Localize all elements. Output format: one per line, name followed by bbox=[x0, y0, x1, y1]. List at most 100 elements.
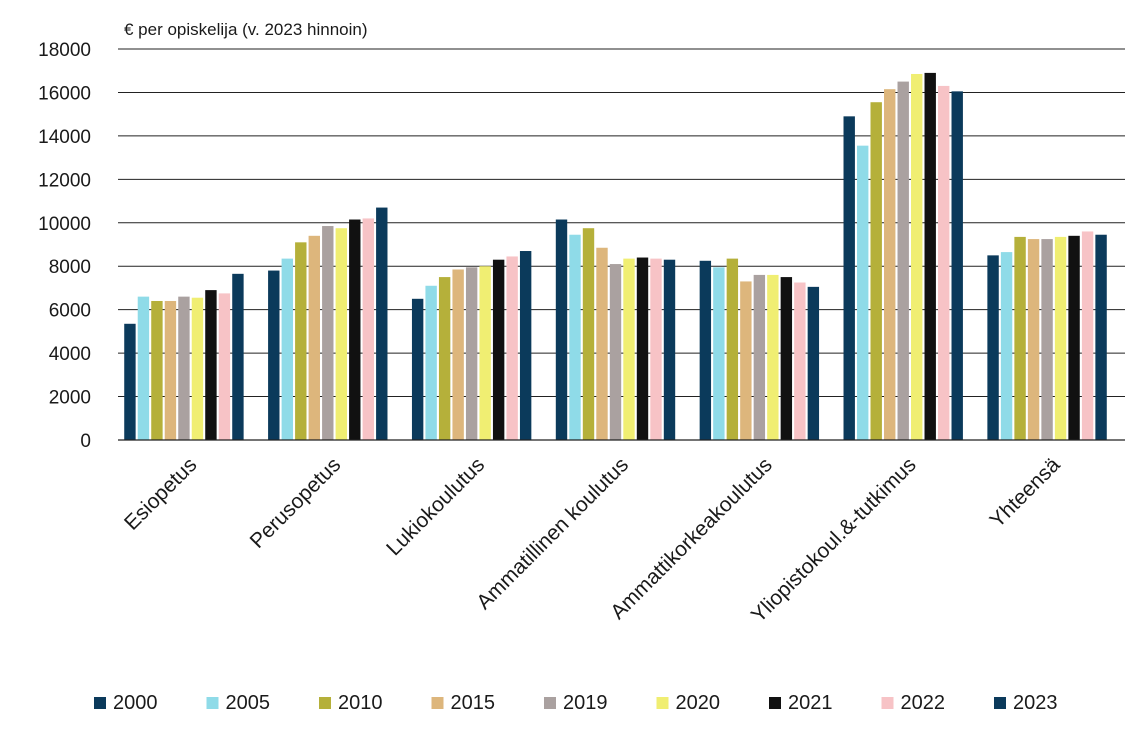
bar bbox=[1041, 239, 1053, 440]
y-tick-label: 12000 bbox=[38, 170, 91, 191]
bar bbox=[308, 235, 320, 440]
y-unit-label: € per opiskelija (v. 2023 hinnoin) bbox=[124, 20, 368, 39]
bar bbox=[699, 260, 712, 440]
legend-label: 2005 bbox=[226, 692, 271, 714]
y-tick-label: 14000 bbox=[38, 127, 91, 148]
legend-label: 2010 bbox=[338, 692, 383, 714]
bar bbox=[1054, 236, 1067, 440]
legend-swatch bbox=[769, 697, 781, 709]
y-tick-label: 8000 bbox=[49, 257, 91, 278]
bar bbox=[452, 269, 464, 440]
bar bbox=[636, 257, 649, 440]
bar bbox=[843, 116, 855, 440]
bar bbox=[281, 258, 293, 440]
bar bbox=[555, 219, 568, 440]
bar bbox=[609, 264, 622, 440]
bar bbox=[582, 228, 595, 440]
legend-swatch bbox=[431, 697, 444, 709]
x-category-label: Ammatillinen koulutus bbox=[472, 453, 633, 614]
legend-swatch bbox=[544, 697, 556, 709]
bar bbox=[376, 207, 388, 440]
bar bbox=[794, 282, 806, 440]
bar bbox=[218, 293, 231, 440]
y-tick-label: 16000 bbox=[38, 83, 91, 104]
x-category-label: Lukiokoulutus bbox=[382, 453, 489, 560]
x-category-label: Esiopetus bbox=[120, 453, 201, 534]
y-tick-label: 18000 bbox=[38, 40, 91, 61]
bar bbox=[987, 255, 999, 440]
bar bbox=[951, 91, 963, 440]
legend-label: 2020 bbox=[676, 692, 721, 714]
bar bbox=[924, 72, 936, 441]
bar bbox=[268, 270, 280, 440]
bar bbox=[938, 85, 950, 440]
x-category-label: Yhteensä bbox=[986, 453, 1065, 532]
bar bbox=[596, 247, 608, 440]
bar bbox=[1068, 235, 1080, 440]
legend-swatch bbox=[319, 697, 331, 709]
legend-label: 2015 bbox=[451, 692, 496, 714]
bar bbox=[425, 285, 437, 440]
x-category-label: Ammattikorkeakoulutus bbox=[606, 453, 777, 624]
bar bbox=[753, 274, 766, 440]
bar bbox=[780, 277, 793, 440]
bar bbox=[1014, 236, 1026, 440]
bar bbox=[726, 258, 739, 440]
bar bbox=[519, 251, 532, 440]
bar bbox=[322, 226, 334, 440]
bar bbox=[349, 219, 361, 440]
bar bbox=[1081, 231, 1094, 440]
legend-label: 2022 bbox=[901, 692, 946, 714]
bar bbox=[857, 145, 869, 441]
bar bbox=[479, 266, 491, 440]
bar bbox=[205, 290, 217, 440]
legend-swatch bbox=[94, 697, 106, 709]
bar bbox=[438, 277, 451, 440]
bar bbox=[178, 296, 190, 440]
bar bbox=[650, 258, 662, 440]
legend-label: 2019 bbox=[563, 692, 608, 714]
bar bbox=[232, 273, 244, 440]
bar bbox=[569, 234, 581, 440]
bar bbox=[362, 218, 374, 440]
bar bbox=[870, 102, 882, 440]
bar bbox=[506, 256, 518, 440]
bar bbox=[191, 297, 204, 440]
bar bbox=[411, 298, 424, 440]
y-tick-label: 6000 bbox=[49, 301, 91, 322]
bar bbox=[295, 242, 307, 440]
bar bbox=[911, 73, 923, 440]
y-tick-label: 0 bbox=[80, 431, 91, 452]
bar bbox=[884, 89, 896, 441]
bar bbox=[740, 281, 752, 440]
bar bbox=[767, 274, 779, 440]
bar bbox=[807, 286, 820, 440]
bar bbox=[623, 258, 635, 440]
legend-label: 2000 bbox=[113, 692, 158, 714]
bars bbox=[124, 72, 1107, 441]
bar bbox=[164, 300, 177, 440]
bar bbox=[137, 296, 150, 440]
legend-swatch bbox=[656, 697, 669, 709]
legend: 2000 2005 2010 2015 2019 2020 2021 2022 2023 bbox=[94, 692, 1058, 714]
bar bbox=[335, 228, 347, 440]
bar bbox=[465, 267, 478, 440]
bar bbox=[897, 81, 909, 440]
bar bbox=[1095, 234, 1107, 440]
x-category-label: Perusopetus bbox=[246, 453, 346, 553]
x-category-label: Yliopistokoul.&-tutkimus bbox=[747, 453, 921, 627]
y-tick-label: 2000 bbox=[49, 388, 91, 409]
legend-swatch bbox=[994, 697, 1006, 709]
legend-label: 2021 bbox=[788, 692, 833, 714]
y-tick-label: 10000 bbox=[38, 214, 91, 235]
bar bbox=[151, 300, 163, 440]
legend-label: 2023 bbox=[1013, 692, 1058, 714]
bar bbox=[1000, 252, 1013, 440]
bar bbox=[492, 259, 505, 440]
bar bbox=[713, 267, 725, 440]
bar bbox=[1027, 239, 1040, 440]
bar bbox=[663, 259, 676, 440]
legend-swatch bbox=[881, 697, 894, 709]
bar bbox=[124, 323, 136, 440]
